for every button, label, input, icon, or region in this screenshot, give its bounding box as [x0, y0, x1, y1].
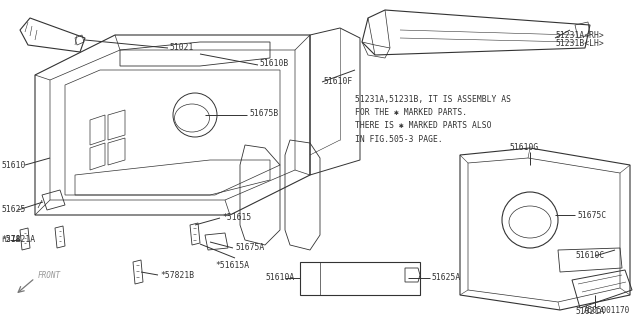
Text: *51615: *51615 [222, 213, 252, 222]
Text: 51610B: 51610B [260, 60, 289, 68]
Text: 51231A,51231B, IT IS ASSEMBLY AS
FOR THE ✱ MARKED PARTS.
THERE IS ✱ MARKED PARTS: 51231A,51231B, IT IS ASSEMBLY AS FOR THE… [355, 95, 511, 144]
Text: 51231B<LH>: 51231B<LH> [556, 39, 605, 49]
Text: 51610: 51610 [2, 161, 26, 170]
Text: 51675C: 51675C [577, 211, 606, 220]
Text: ո21A: ո21A [1, 236, 20, 244]
Text: 51610G: 51610G [510, 143, 540, 153]
Text: *57821A: *57821A [1, 236, 35, 244]
Text: 51021A: 51021A [575, 308, 604, 316]
Text: *51615A: *51615A [215, 260, 249, 269]
Text: A505001170: A505001170 [584, 306, 630, 315]
Text: 51610F: 51610F [323, 77, 352, 86]
Text: 51610A: 51610A [265, 274, 294, 283]
Text: 51625A: 51625A [432, 274, 461, 283]
Text: 51021: 51021 [170, 44, 195, 52]
Text: 51675B: 51675B [249, 109, 278, 118]
Text: 51675A: 51675A [235, 244, 264, 252]
Text: 51625: 51625 [2, 205, 26, 214]
Text: 51231A<RH>: 51231A<RH> [556, 30, 605, 39]
Text: 51610C: 51610C [576, 251, 605, 260]
Text: *57821B: *57821B [160, 270, 194, 279]
Text: FRONT: FRONT [38, 270, 61, 279]
